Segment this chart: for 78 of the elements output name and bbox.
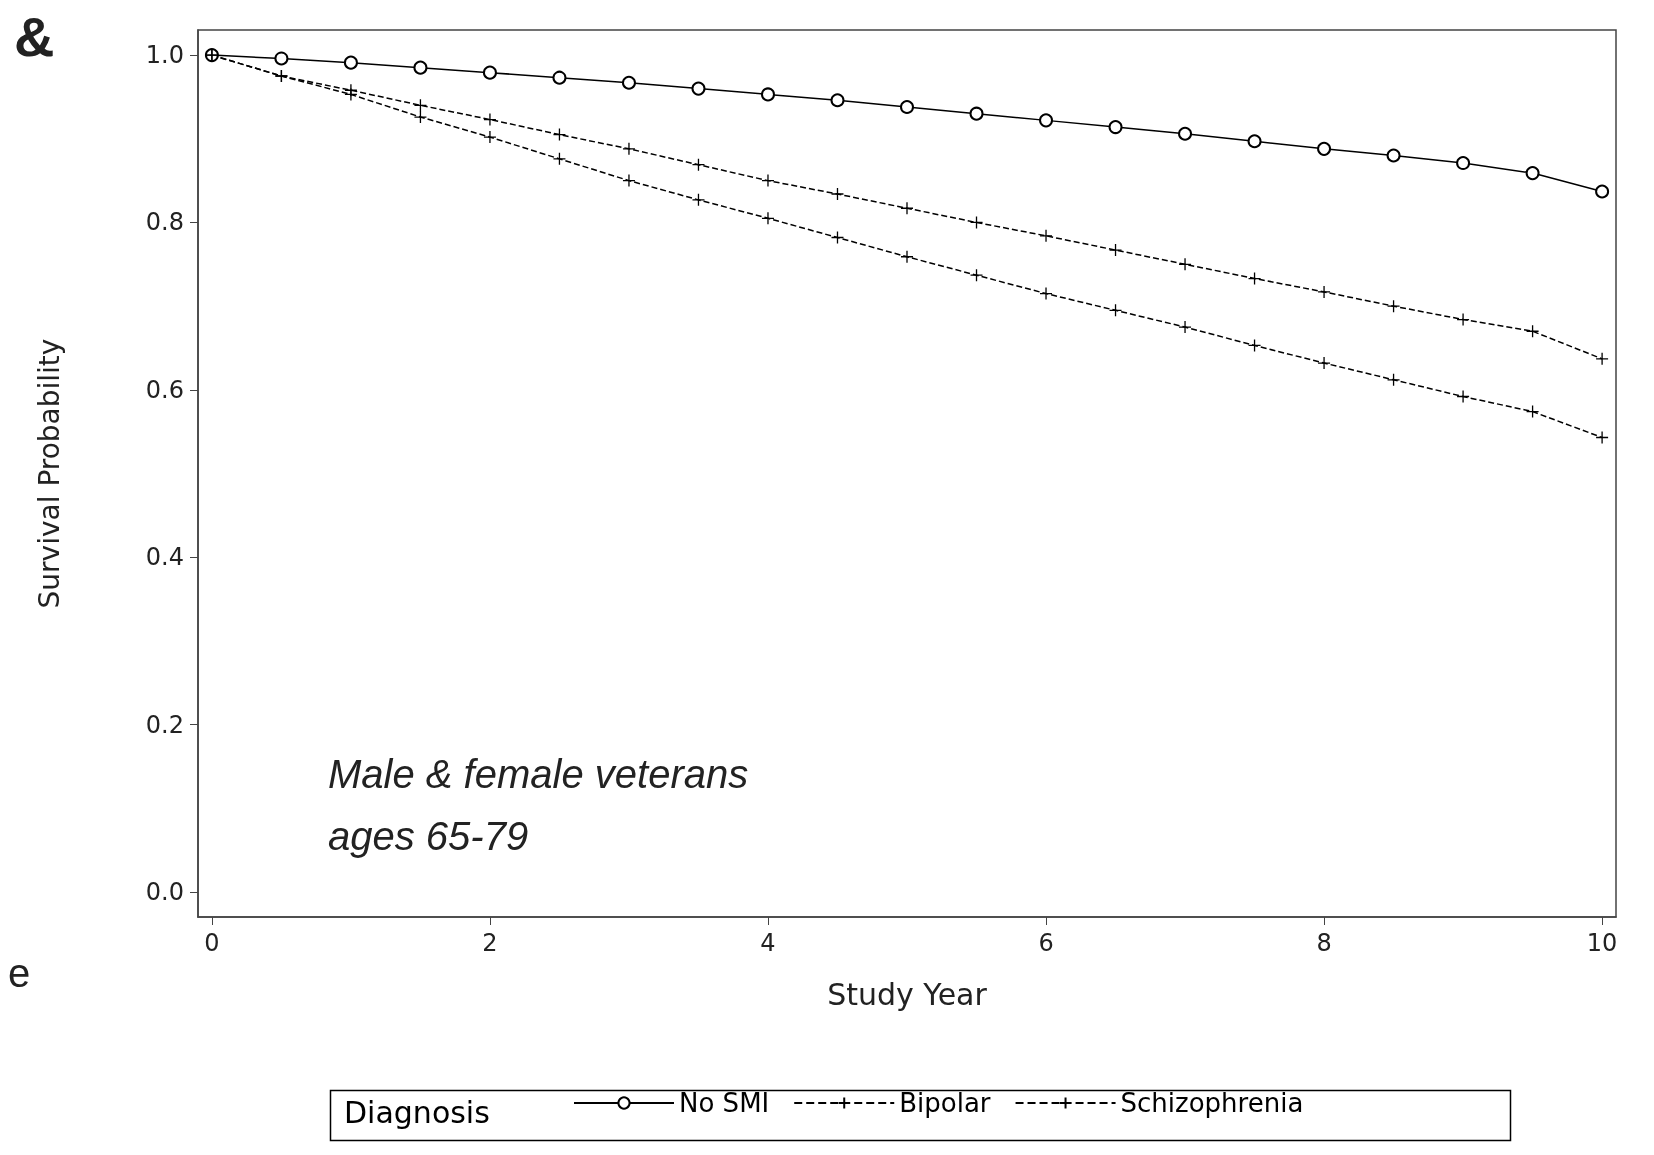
y-tick-label: 0.2: [145, 710, 184, 739]
point: [761, 173, 775, 188]
point: [552, 127, 567, 142]
point: [1386, 299, 1401, 313]
text: e: [8, 951, 31, 995]
point: [691, 193, 706, 207]
point: [691, 158, 706, 172]
point: [1525, 404, 1540, 419]
legend-label: Bipolar: [899, 1088, 991, 1118]
x-tick-label: 6: [1038, 929, 1054, 957]
point: [760, 87, 775, 102]
point: [343, 55, 358, 70]
y-axis-title: Survival Probability: [32, 338, 66, 609]
point: [622, 142, 636, 156]
point: [969, 106, 984, 121]
point: [621, 75, 636, 90]
point: [1456, 156, 1471, 171]
y-tick-label: 0.6: [145, 375, 184, 404]
point: [761, 211, 775, 225]
point: [900, 250, 914, 264]
point: [1178, 257, 1192, 271]
point: [1317, 285, 1331, 299]
point: [1039, 286, 1053, 301]
point: [552, 70, 567, 85]
point: [1595, 430, 1609, 445]
point: [622, 173, 636, 188]
point: [830, 230, 845, 245]
point: [691, 81, 706, 96]
point: [1247, 134, 1262, 149]
point: [1317, 141, 1332, 156]
point: [274, 51, 289, 66]
y-tick-label: 0.0: [145, 877, 184, 906]
point: [483, 130, 497, 144]
y-tick-label: 0.8: [145, 208, 184, 237]
point: [1108, 120, 1123, 135]
point: [413, 110, 428, 124]
point: [830, 93, 845, 108]
point: [1525, 166, 1540, 181]
point: [1247, 271, 1262, 286]
text: &: [14, 4, 55, 68]
point: [344, 87, 358, 102]
point: [482, 65, 497, 80]
point: [1595, 352, 1609, 366]
x-tick-label: 4: [760, 929, 776, 957]
point: [413, 98, 428, 112]
point: [969, 215, 984, 230]
annotation: Male & female veterans ages 65-79: [328, 752, 749, 858]
point: [1595, 184, 1610, 199]
x-tick-label: 0: [204, 929, 220, 957]
x-tick-label: 10: [1586, 929, 1618, 957]
legend-label: No SMI: [679, 1088, 770, 1118]
x-axis-title: Study Year: [827, 976, 988, 1012]
point: [1039, 229, 1053, 243]
legend-label: Schizophrenia: [1120, 1088, 1304, 1118]
y-tick-label: 1.0: [145, 41, 184, 70]
point: [413, 60, 428, 75]
point: [830, 187, 845, 201]
point: [900, 99, 914, 114]
point: [900, 201, 914, 215]
point: [1247, 338, 1262, 353]
point: [969, 268, 984, 282]
point: [483, 112, 497, 127]
legend-title: Diagnosis: [344, 1094, 490, 1130]
point: [1108, 303, 1123, 317]
point: [1456, 389, 1470, 404]
point: [1108, 243, 1123, 257]
x-tick-label: 8: [1316, 929, 1332, 957]
point: [1525, 324, 1540, 338]
point: [1386, 148, 1401, 163]
point: [1178, 320, 1192, 334]
point: [552, 152, 567, 166]
y-tick-label: 0.4: [145, 543, 184, 572]
point: [1178, 126, 1193, 141]
point: [1039, 113, 1054, 128]
point: [1456, 312, 1470, 327]
point: [1317, 356, 1331, 370]
x-tick-label: 2: [482, 929, 498, 957]
point: [1386, 373, 1401, 387]
